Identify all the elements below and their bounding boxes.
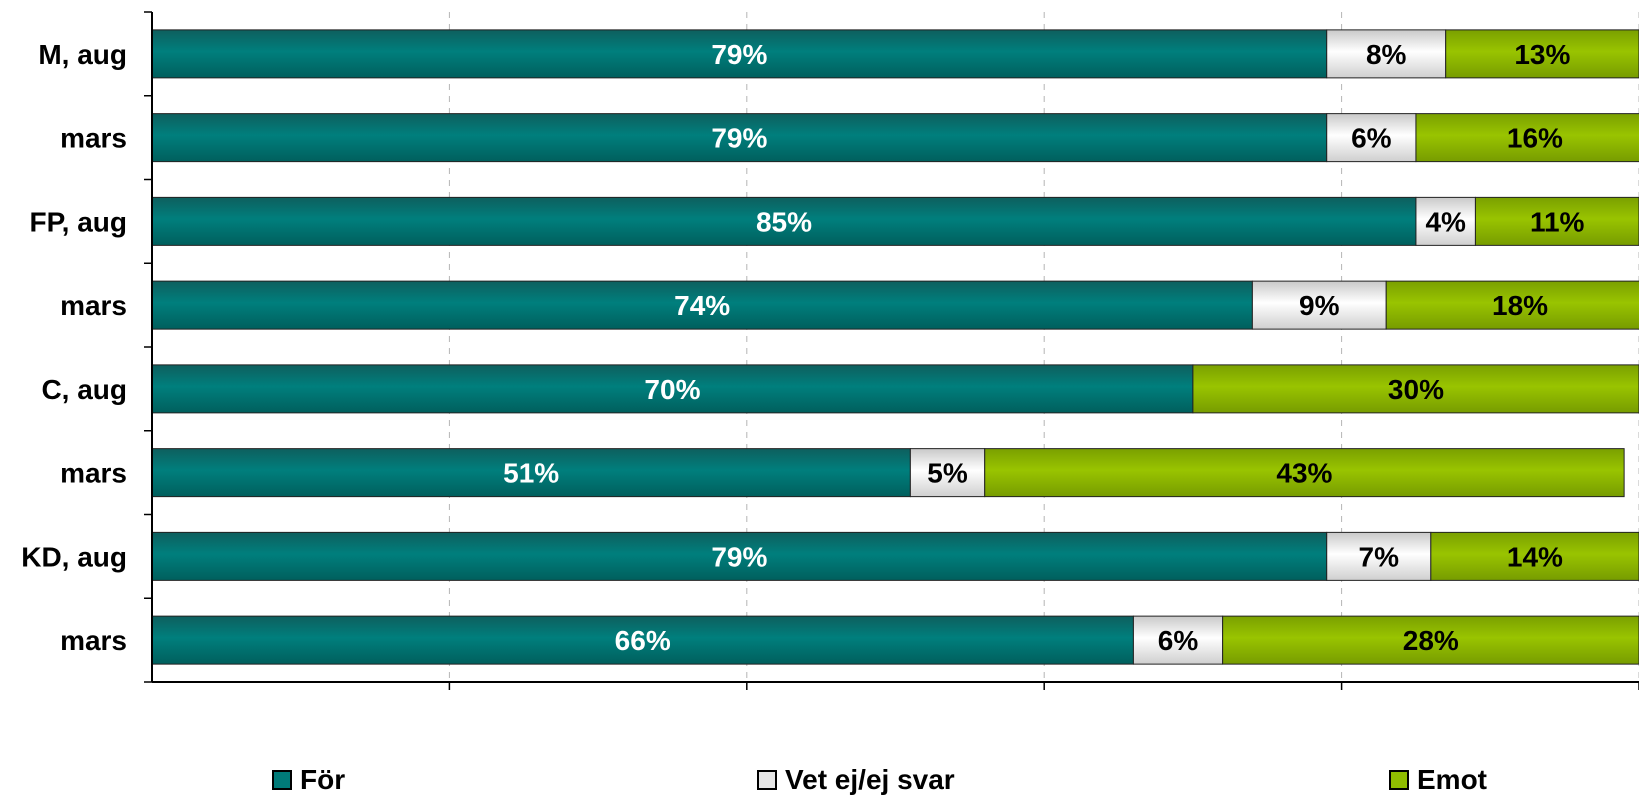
category-label: M, aug [38, 39, 127, 70]
bar-segment [1326, 113, 1417, 163]
data-label: 13% [1514, 39, 1570, 70]
category-labels: M, aug mars FP, aug mars C, aug mars KD, aug ma… [21, 39, 127, 656]
data-label: 79% [711, 123, 767, 154]
data-label: 14% [1507, 541, 1563, 572]
data-label: 8% [1366, 39, 1407, 70]
data-label: 28% [1403, 625, 1459, 656]
data-label: 51% [503, 458, 559, 489]
legend-label-vet-ej: Vet ej/ej svar [785, 764, 955, 795]
data-label: 18% [1492, 290, 1548, 321]
data-label: 85% [756, 206, 812, 237]
bar-segment [1192, 364, 1639, 414]
data-label: 74% [674, 290, 730, 321]
bar-segment [909, 448, 986, 498]
bar-segment [151, 364, 1194, 414]
category-label: FP, aug [29, 206, 127, 237]
bar-segment [1385, 280, 1639, 330]
category-label: mars [60, 458, 127, 489]
data-label: 6% [1158, 625, 1199, 656]
data-label: 5% [927, 458, 968, 489]
data-label: 70% [644, 374, 700, 405]
data-label: 30% [1388, 374, 1444, 405]
data-label: 16% [1507, 123, 1563, 154]
bar-segment [1326, 29, 1447, 79]
legend-item-vet-ej: Vet ej/ej svar [757, 764, 955, 796]
data-label: 66% [615, 625, 671, 656]
legend: För Vet ej/ej svar Emot [0, 764, 1639, 800]
data-label: 11% [1530, 206, 1585, 237]
bar-segment [984, 448, 1625, 498]
category-label: mars [60, 625, 127, 656]
bar-segment [1222, 615, 1639, 665]
legend-swatch-vet-ej [757, 770, 777, 790]
data-labels: 79% 8% 13% 79% 6% 16% 85% 4% 11% 74% 9% 18% 70% 30% 51… [503, 39, 1584, 656]
category-label: mars [60, 123, 127, 154]
category-label: mars [60, 290, 127, 321]
category-label: C, aug [41, 374, 127, 405]
bar-segment [1474, 196, 1639, 246]
gridlines [448, 12, 1639, 682]
bar-segment [1430, 531, 1639, 581]
axes [144, 11, 1639, 690]
bar-segment [151, 448, 911, 498]
legend-item-for: För [272, 764, 345, 796]
bar-segment [1132, 615, 1224, 665]
bar-segment [151, 29, 1328, 79]
bar-segment [1326, 531, 1432, 581]
legend-swatch-emot [1389, 770, 1409, 790]
data-label: 6% [1351, 123, 1392, 154]
category-label: KD, aug [21, 541, 127, 572]
legend-swatch-for [272, 770, 292, 790]
data-label: 7% [1359, 541, 1400, 572]
bar-segment [1415, 113, 1639, 163]
bars [151, 29, 1639, 665]
data-label: 4% [1425, 206, 1466, 237]
data-label: 79% [711, 39, 767, 70]
data-label: 9% [1299, 290, 1340, 321]
legend-label-emot: Emot [1417, 764, 1487, 795]
bar-segment [151, 615, 1134, 665]
data-label: 43% [1276, 458, 1332, 489]
legend-label-for: För [300, 764, 346, 795]
data-label: 79% [711, 541, 767, 572]
legend-item-emot: Emot [1389, 764, 1487, 796]
bar-segment [151, 280, 1253, 330]
